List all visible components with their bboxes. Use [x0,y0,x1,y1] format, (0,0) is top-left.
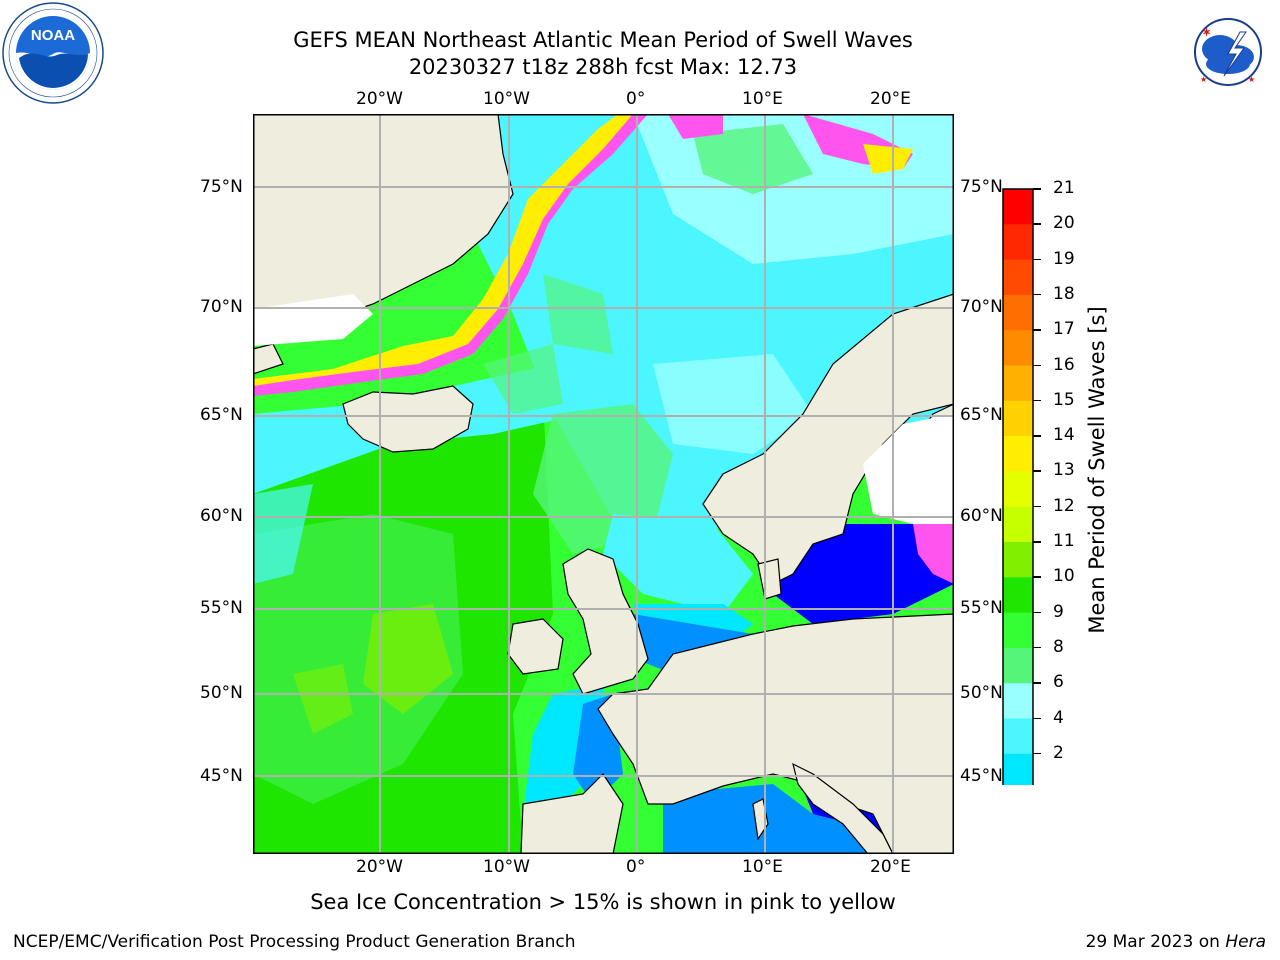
footer-date: 29 Mar 2023 on Hera [1086,932,1266,952]
lat-label-right: 50°N [960,683,1003,703]
colorbar-segment [1003,330,1033,366]
colorbar-segment [1003,753,1033,785]
lat-label-left: 65°N [200,405,243,425]
colorbar-segment [1003,294,1033,331]
colorbar-tick-mark [1033,505,1041,508]
lat-label-right: 65°N [960,405,1003,425]
colorbar-segment [1003,542,1033,578]
lat-label-right: 60°N [960,506,1003,526]
lat-label-left: 55°N [200,598,243,618]
colorbar-segment [1003,436,1033,472]
lon-label-top: 10°W [483,89,530,109]
colorbar-tick-mark [1033,364,1041,366]
colorbar-segment [1003,471,1033,508]
colorbar-segment [1003,612,1033,649]
colorbar-tick-mark [1033,223,1041,225]
colorbar-segment [1003,683,1033,719]
colorbar-tick-mark [1033,188,1041,190]
lat-label-left: 60°N [200,506,243,526]
colorbar-segment [1003,224,1033,261]
lon-label-top: 0° [626,89,646,109]
colorbar-tick-label: 10 [1053,566,1075,587]
colorbar-tick-mark [1033,399,1041,402]
footer-branch: NCEP/EMC/Verification Post Processing Pr… [13,932,576,952]
colorbar-tick-label: 16 [1053,354,1075,375]
colorbar-segment [1003,577,1033,614]
colorbar-tick-mark [1033,576,1041,578]
colorbar-tick-mark [1033,329,1041,331]
sea-ice-note: Sea Ice Concentration > 15% is shown in … [310,890,896,914]
colorbar-tick-mark [1033,258,1041,261]
colorbar-segment [1003,259,1033,296]
colorbar-tick-mark [1033,752,1041,755]
lat-label-right: 55°N [960,598,1003,618]
colorbar-tick-mark [1033,717,1041,719]
lon-label-top: 20°E [870,89,911,109]
colorbar-tick-label: 4 [1053,707,1064,728]
colorbar-tick-label: 12 [1053,495,1075,516]
noaa-logo: NOAA [2,2,104,104]
colorbar-segment [1003,506,1033,543]
colorbar-tick-label: 18 [1053,283,1075,304]
lat-label-left: 70°N [200,297,243,317]
lon-label-top: 20°W [356,89,403,109]
colorbar-tick-mark [1033,470,1041,472]
colorbar-title: Mean Period of Swell Waves [s] [1085,306,1109,634]
colorbar-tick-label: 15 [1053,389,1075,410]
colorbar-segment [1003,647,1033,684]
colorbar-tick-label: 9 [1053,601,1064,622]
svg-text:✶: ✶ [1202,27,1211,39]
footer-date-text: 29 Mar 2023 on [1085,932,1220,952]
colorbar-segment [1003,189,1033,225]
lon-label-bottom: 20°W [356,857,403,877]
colorbar-tick-mark [1033,541,1041,543]
lon-label-top: 10°E [742,89,783,109]
colorbar-tick-label: 21 [1053,178,1075,198]
noaa-logo-text: NOAA [31,27,75,44]
colorbar-tick-label: 13 [1053,460,1075,481]
colorbar-segment [1003,718,1033,755]
svg-text:★: ★ [1248,75,1255,84]
lat-label-right: 75°N [960,177,1003,197]
swell-period-map [253,114,954,854]
colorbar-tick-label: 19 [1053,248,1075,269]
chart-subtitle: 20230327 t18z 288h fcst Max: 12.73 [408,55,798,79]
colorbar-tick-label: 20 [1053,213,1075,234]
footer-host: Hera [1225,932,1266,952]
colorbar-tick-label: 6 [1053,672,1064,693]
chart-title: GEFS MEAN Northeast Atlantic Mean Period… [293,28,913,52]
lat-label-left: 45°N [200,766,243,786]
colorbar-tick-label: 17 [1053,319,1075,340]
lon-label-bottom: 0° [626,857,646,877]
lat-label-left: 75°N [200,177,243,197]
colorbar-tick-label: 2 [1053,742,1064,763]
nws-logo: ✶ ★ ★ [1180,4,1276,100]
colorbar-tick-mark [1033,293,1041,296]
colorbar-tick-label: 14 [1053,425,1075,446]
lon-label-bottom: 20°E [870,857,911,877]
lat-label-right: 45°N [960,766,1003,786]
lat-label-left: 50°N [200,683,243,703]
colorbar-tick-label: 8 [1053,636,1064,657]
colorbar-outline [1002,188,1034,785]
colorbar-segment [1003,365,1033,402]
lon-label-bottom: 10°W [483,857,530,877]
colorbar-tick-mark [1033,435,1041,437]
colorbar-tick-mark [1033,646,1041,649]
svg-text:★: ★ [1200,75,1207,84]
colorbar [1002,188,1034,785]
lon-label-bottom: 10°E [742,857,783,877]
colorbar-tick-mark [1033,682,1041,684]
colorbar-segment [1003,400,1033,437]
colorbar-tick-mark [1033,611,1041,614]
colorbar-tick-label: 11 [1053,531,1075,551]
lat-label-right: 70°N [960,297,1003,317]
